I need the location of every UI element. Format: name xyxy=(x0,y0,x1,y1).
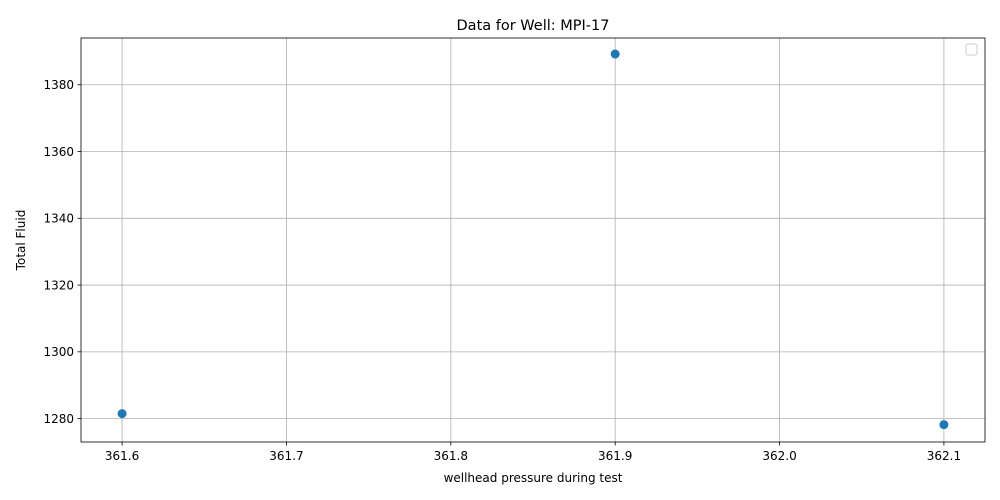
x-axis-label: wellhead pressure during test xyxy=(444,471,623,485)
y-axis-label: Total Fluid xyxy=(14,210,28,272)
y-tick-label: 1320 xyxy=(43,278,74,292)
data-point xyxy=(610,49,620,59)
chart-title: Data for Well: MPI-17 xyxy=(457,18,610,34)
data-points xyxy=(117,49,949,430)
x-tick-label: 362.1 xyxy=(927,449,961,463)
x-tick-label: 361.7 xyxy=(269,449,303,463)
data-point xyxy=(117,409,127,419)
x-tick-label: 361.8 xyxy=(434,449,468,463)
x-tick-label: 362.0 xyxy=(762,449,796,463)
x-tick-label: 361.6 xyxy=(105,449,139,463)
grid-lines xyxy=(81,38,985,442)
y-tick-label: 1360 xyxy=(43,145,74,159)
y-tick-label: 1380 xyxy=(43,78,74,92)
x-tick-label: 361.9 xyxy=(598,449,632,463)
y-tick-label: 1280 xyxy=(43,412,74,426)
data-point xyxy=(939,420,949,430)
legend xyxy=(965,43,978,56)
plot-frame xyxy=(80,37,986,443)
y-tick-label: 1300 xyxy=(43,345,74,359)
y-tick-label: 1340 xyxy=(43,212,74,226)
axis-ticks: 361.6 361.7 361.8 361.9 362.0 362.1 1280 1300 13… xyxy=(43,78,961,463)
